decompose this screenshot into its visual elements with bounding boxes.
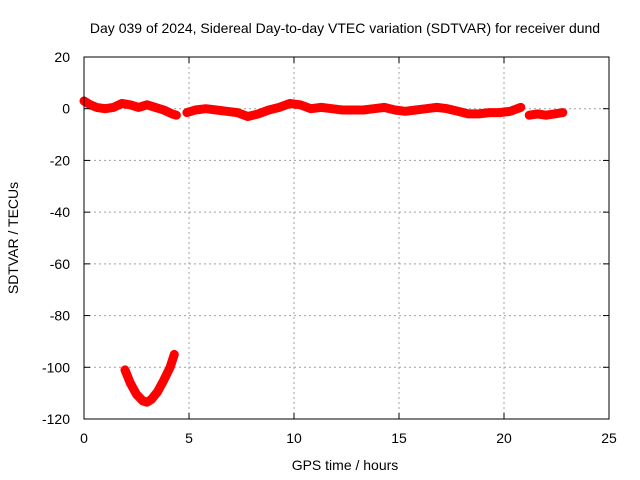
data-point <box>101 104 109 113</box>
data-point <box>182 108 191 117</box>
data-point <box>348 106 357 115</box>
data-point <box>153 387 162 396</box>
x-tick-label: 0 <box>80 430 88 446</box>
data-point <box>558 108 567 117</box>
data-point <box>464 109 473 118</box>
data-point <box>126 378 135 387</box>
data-point <box>168 109 177 118</box>
data-point <box>86 100 95 109</box>
y-tick-label: -120 <box>42 411 70 427</box>
data-point <box>380 103 389 112</box>
data-point <box>550 109 559 118</box>
data-point <box>369 104 378 113</box>
y-tick-label: -100 <box>42 359 70 375</box>
data-point <box>170 350 179 359</box>
data-point <box>143 398 151 407</box>
data-point <box>159 376 168 385</box>
x-tick-label: 25 <box>601 430 617 446</box>
y-tick-label: -20 <box>50 152 70 168</box>
data-point <box>138 396 147 405</box>
grid <box>84 57 609 419</box>
data-point <box>474 109 483 118</box>
data-point <box>243 112 252 121</box>
data-point <box>233 108 242 117</box>
data-point <box>525 111 534 120</box>
data-point <box>359 106 368 115</box>
data-point <box>390 106 399 115</box>
data-point <box>453 107 462 116</box>
data-point <box>542 111 550 120</box>
data-series <box>79 96 568 407</box>
data-point <box>432 103 441 112</box>
y-tick-label: 20 <box>54 49 70 65</box>
data-point <box>285 99 294 108</box>
data-point <box>120 365 129 374</box>
data-point <box>159 106 168 115</box>
y-tick-label: -40 <box>50 204 70 220</box>
data-point <box>401 107 410 116</box>
x-tick-label: 20 <box>496 430 512 446</box>
chart-title: Day 039 of 2024, Sidereal Day-to-day VTE… <box>90 20 600 36</box>
data-point <box>264 106 273 115</box>
y-tick-label: -60 <box>50 256 70 272</box>
data-point <box>132 390 141 399</box>
data-point <box>327 104 336 113</box>
plot-frame <box>83 56 610 420</box>
data-point <box>485 108 494 117</box>
data-point <box>126 100 135 109</box>
data-point <box>172 111 181 120</box>
data-point <box>191 106 200 115</box>
data-point <box>147 395 156 404</box>
data-point <box>201 104 210 113</box>
data-point <box>516 103 525 112</box>
data-point <box>533 109 542 118</box>
data-point <box>411 106 420 115</box>
series-line-sdtvar-segment-d <box>120 349 179 407</box>
data-point <box>422 104 431 113</box>
y-tick-label: 0 <box>62 101 70 117</box>
y-tick-label: -80 <box>50 308 70 324</box>
data-point <box>443 104 452 113</box>
data-point <box>117 99 126 108</box>
data-point <box>506 107 515 116</box>
data-point <box>254 109 263 118</box>
data-point <box>92 103 101 112</box>
x-tick-label: 15 <box>391 430 407 446</box>
data-point <box>109 103 118 112</box>
data-point <box>166 363 175 372</box>
x-axis-label: GPS time / hours <box>292 457 399 473</box>
y-axis-label: SDTVAR / TECUs <box>5 182 21 294</box>
x-tick-label: 10 <box>286 430 302 446</box>
axis-ticks: 0 5 10 15 20 25 20 0 -20 -40 -60 -80 -100 -120 <box>42 49 617 446</box>
data-point <box>143 100 151 109</box>
data-point <box>317 103 326 112</box>
data-point <box>296 100 305 109</box>
data-point <box>222 107 231 116</box>
data-point <box>495 108 504 117</box>
x-tick-label: 5 <box>185 430 193 446</box>
data-point <box>151 103 160 112</box>
data-point <box>306 104 315 113</box>
data-point <box>212 106 221 115</box>
data-point <box>275 103 284 112</box>
data-point <box>134 103 143 112</box>
data-point <box>338 106 347 115</box>
